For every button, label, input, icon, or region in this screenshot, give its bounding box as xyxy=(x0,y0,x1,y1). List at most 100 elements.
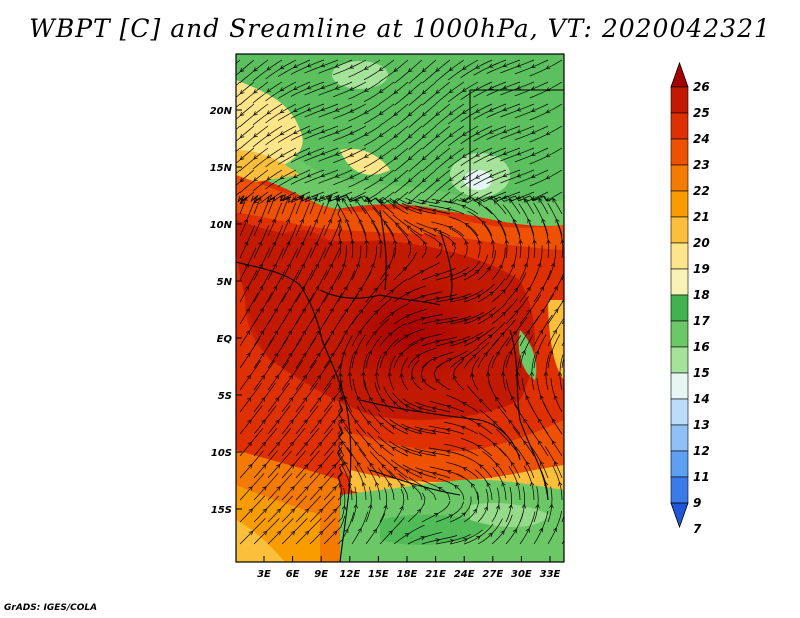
streamline-arrow xyxy=(301,307,306,313)
streamline-arrow xyxy=(345,218,350,224)
streamline-arrow xyxy=(279,175,285,180)
streamline-arrow xyxy=(435,177,440,182)
streamline-arrow xyxy=(485,371,491,377)
streamline-arrow xyxy=(432,357,438,362)
streamline-arrow xyxy=(239,177,245,183)
streamline-arrow xyxy=(332,486,337,491)
streamline-arrow xyxy=(498,264,503,270)
streamline-arrow xyxy=(435,378,440,384)
streamline-arrow xyxy=(245,285,250,291)
streamline-arrow xyxy=(356,461,361,467)
streamline-arrow xyxy=(555,218,560,224)
colorbar-label: 17 xyxy=(693,314,710,328)
streamline-arrow xyxy=(329,330,334,335)
streamline-arrow xyxy=(363,131,369,136)
streamline-arrow xyxy=(510,263,515,269)
streamline-arrow xyxy=(387,372,392,377)
streamline-arrow xyxy=(349,108,354,113)
streamline-arrow xyxy=(258,241,263,246)
streamline-arrow xyxy=(306,173,312,178)
streamline-arrow xyxy=(300,263,305,269)
streamline-arrow xyxy=(407,155,413,161)
streamline-arrow xyxy=(275,419,280,424)
colorbar-label: 18 xyxy=(693,288,710,302)
streamline-arrow xyxy=(488,532,493,538)
streamline-arrow xyxy=(306,63,312,68)
streamline-arrow xyxy=(516,129,522,134)
streamline-arrow xyxy=(363,153,369,158)
streamline-arrow xyxy=(449,340,455,345)
streamline-arrow xyxy=(523,418,528,424)
streamline-arrow xyxy=(279,197,285,202)
streamline-arrow xyxy=(475,174,480,179)
streamline-arrow xyxy=(515,481,521,487)
streamline-arrow xyxy=(393,89,399,94)
streamline-arrow xyxy=(239,67,245,73)
streamline-arrow xyxy=(304,463,309,469)
streamline-arrow xyxy=(502,195,508,200)
streamline-arrow xyxy=(327,218,332,224)
streamline-arrow xyxy=(527,309,532,314)
streamline-arrow xyxy=(349,152,354,157)
streamline-arrow xyxy=(431,208,437,214)
streamline-arrow xyxy=(253,177,258,182)
map-frame xyxy=(235,53,565,563)
streamline-arrow xyxy=(488,151,494,156)
streamline-arrow xyxy=(435,273,440,278)
streamline-arrow xyxy=(368,504,373,509)
streamline-arrow xyxy=(260,352,265,358)
streamline-arrow xyxy=(488,107,494,112)
streamline xyxy=(561,298,564,303)
streamline-arrow xyxy=(488,85,494,90)
streamline-arrow xyxy=(343,329,348,335)
streamline-arrow xyxy=(481,220,486,226)
streamline-arrow xyxy=(461,447,466,452)
streamline-arrow xyxy=(379,422,384,427)
streamline-arrow xyxy=(461,109,467,114)
streamline-arrow xyxy=(488,129,494,134)
streamline-arrow xyxy=(258,263,263,269)
streamline-arrow xyxy=(253,67,258,72)
streamline-arrow xyxy=(289,419,294,424)
streamline-arrow xyxy=(330,352,335,358)
streamline-arrow xyxy=(530,152,536,157)
streamline-arrow xyxy=(435,133,440,138)
streamline-arrow xyxy=(557,371,563,376)
streamline-arrow xyxy=(287,285,292,291)
lat-label: 5N xyxy=(217,277,233,288)
streamline-arrow xyxy=(420,337,425,342)
streamline-arrow xyxy=(331,441,336,447)
lon-label: 15E xyxy=(368,569,389,580)
streamline-arrow xyxy=(381,398,386,403)
streamline-arrow xyxy=(356,395,361,401)
streamline-arrow xyxy=(502,63,508,68)
streamline-arrow xyxy=(407,67,413,73)
streamline-arrow xyxy=(545,153,551,158)
colorbar-label: 9 xyxy=(693,496,701,510)
streamline-arrow xyxy=(378,239,384,245)
streamline-arrow xyxy=(417,208,423,213)
streamline-arrow xyxy=(516,107,522,112)
streamline-arrow xyxy=(248,508,254,513)
streamline-arrow xyxy=(462,467,468,472)
streamline-arrow xyxy=(483,506,489,511)
colorbar-swatch xyxy=(670,450,689,478)
streamline-arrow xyxy=(449,319,455,324)
streamline-arrow xyxy=(449,297,455,302)
streamline-arrow xyxy=(334,107,340,112)
streamline-arrow xyxy=(508,504,513,509)
streamline-arrow xyxy=(318,530,324,536)
streamline-arrow xyxy=(253,133,258,138)
streamline-arrow xyxy=(462,273,468,277)
streamline-arrow xyxy=(358,286,363,292)
streamline-arrow xyxy=(389,289,394,294)
streamline-arrow xyxy=(437,487,443,491)
streamline-arrow xyxy=(475,130,480,135)
streamline-arrow xyxy=(332,463,337,469)
streamline-arrow xyxy=(315,307,320,313)
streamline-arrow xyxy=(448,66,454,71)
streamline-arrow xyxy=(347,371,353,376)
streamline-arrow xyxy=(495,396,500,402)
streamline-arrow xyxy=(301,285,306,291)
streamline-arrow xyxy=(404,404,410,409)
